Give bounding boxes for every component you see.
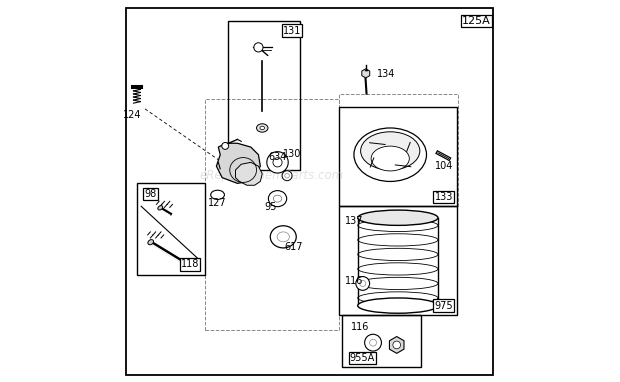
Text: 116: 116 [350,322,369,332]
Circle shape [360,280,366,286]
Polygon shape [216,143,260,183]
Circle shape [282,171,292,181]
Bar [228,21,301,170]
Circle shape [370,339,376,346]
Ellipse shape [257,124,268,132]
Text: 131: 131 [283,26,301,36]
Ellipse shape [371,146,409,171]
Circle shape [285,173,290,178]
Ellipse shape [358,210,438,225]
Ellipse shape [277,232,290,242]
Polygon shape [389,337,404,353]
Text: 617: 617 [285,242,303,252]
Text: 98: 98 [144,189,156,199]
Ellipse shape [211,190,224,199]
Ellipse shape [158,206,162,210]
Circle shape [222,142,229,149]
Text: 95: 95 [265,202,277,212]
Ellipse shape [148,240,154,245]
Text: 134: 134 [377,70,396,79]
Polygon shape [236,162,262,185]
Ellipse shape [354,128,427,181]
Ellipse shape [270,226,296,248]
Circle shape [273,158,282,167]
Ellipse shape [361,132,420,170]
Ellipse shape [273,195,281,202]
Text: 125A: 125A [462,16,491,26]
Text: eReplacementParts.com: eReplacementParts.com [200,169,344,182]
Text: 118: 118 [181,259,199,269]
Bar [342,315,421,367]
Text: 955A: 955A [350,353,375,363]
Text: 104: 104 [435,161,453,171]
Text: 634: 634 [268,152,286,162]
Circle shape [393,341,401,349]
Text: 124: 124 [123,110,141,120]
Bar [339,107,457,206]
Text: 133: 133 [435,192,453,202]
Circle shape [356,277,370,290]
Circle shape [254,43,263,52]
Bar [205,99,339,330]
Circle shape [267,152,288,173]
Bar [339,206,457,315]
Bar [138,183,205,275]
Ellipse shape [260,126,265,130]
Text: 130: 130 [283,149,301,159]
Text: 116: 116 [345,276,363,286]
Ellipse shape [268,191,286,207]
Ellipse shape [358,298,438,313]
Text: 975: 975 [435,301,453,311]
Text: 127: 127 [208,198,227,208]
Text: 137: 137 [345,216,363,226]
Circle shape [365,334,381,351]
Bar [339,94,458,206]
